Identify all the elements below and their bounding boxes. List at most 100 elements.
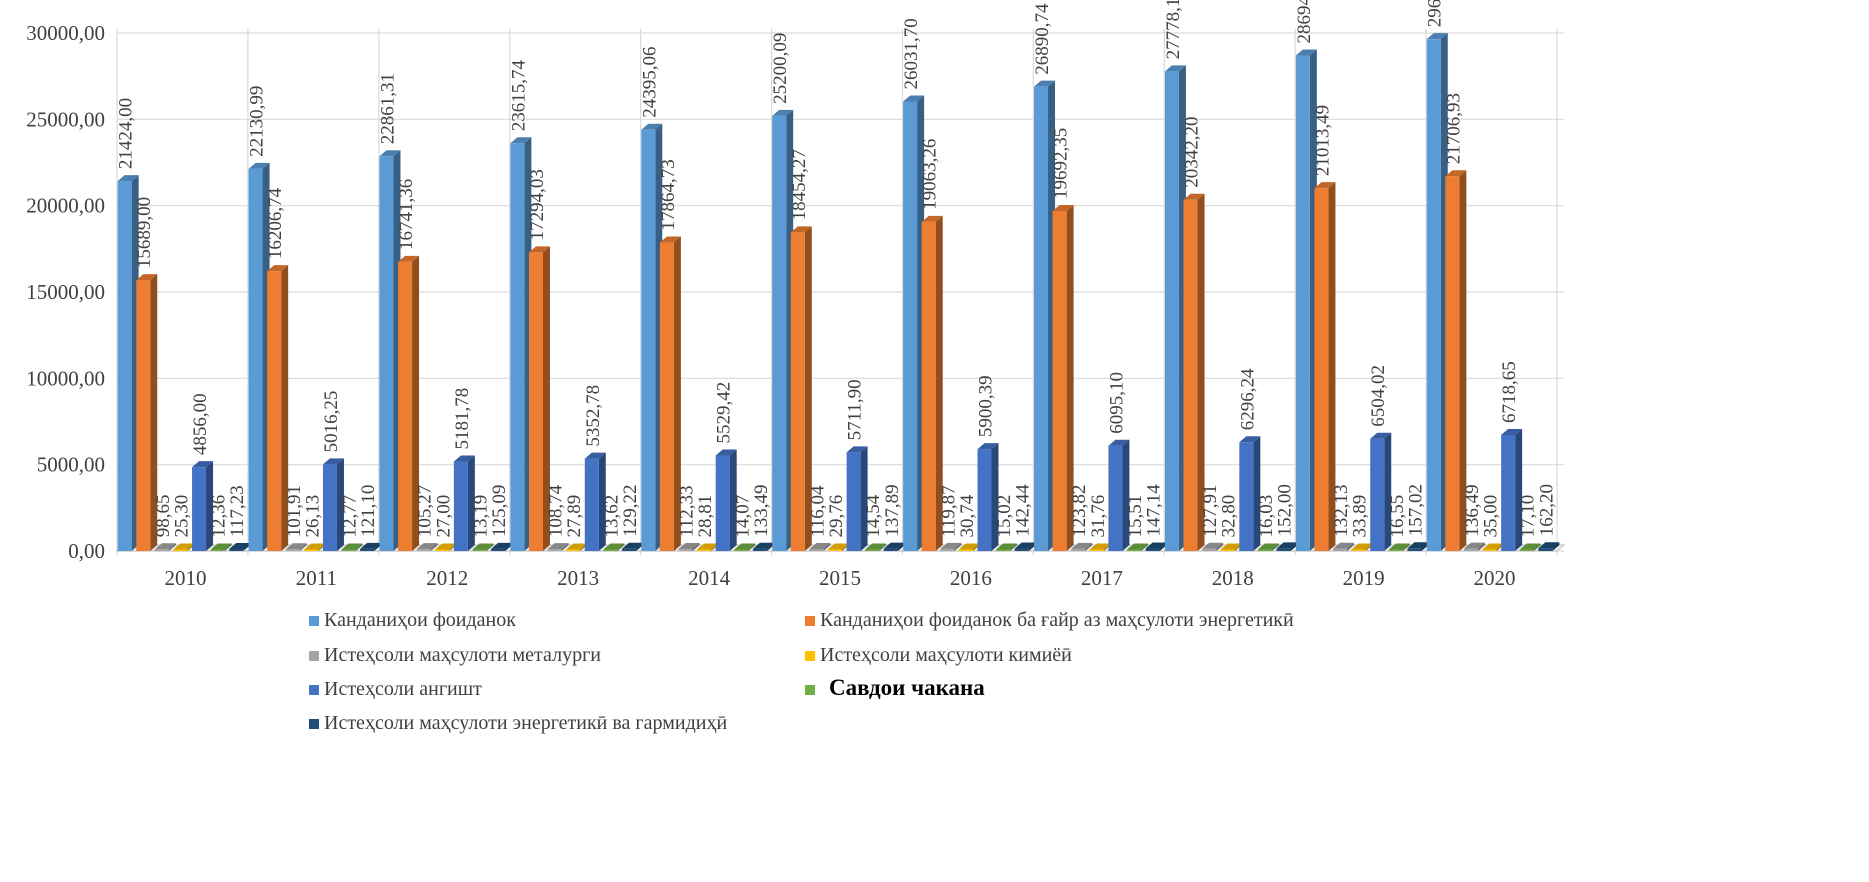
data-label: 119,87 — [938, 485, 959, 537]
bar-side — [1515, 428, 1523, 551]
data-label: 137,89 — [882, 484, 903, 536]
data-label: 18454,27 — [789, 149, 810, 220]
legend-item: Канданиҳои фоиданок ба ғайр аз маҳсулоти… — [805, 609, 1294, 631]
bar-top — [1257, 543, 1279, 550]
bar-top — [1108, 439, 1130, 446]
data-label: 35,00 — [1481, 495, 1502, 538]
legend-label: Истеҳсоли ангишт — [324, 678, 482, 700]
bar — [1482, 549, 1497, 551]
data-label: 26,13 — [302, 495, 323, 538]
data-label: 101,91 — [284, 485, 305, 537]
bar-side — [243, 542, 251, 551]
bar — [1445, 176, 1460, 552]
bar-top — [1333, 542, 1355, 549]
data-label: 136,49 — [1462, 484, 1483, 536]
bar — [1463, 548, 1478, 551]
bar-top — [117, 175, 139, 182]
data-label: 16,03 — [1256, 495, 1277, 538]
category-label: 2010 — [164, 566, 206, 590]
bar-side — [804, 226, 812, 552]
data-label: 117,23 — [227, 485, 248, 537]
y-tick-label: 15000,00 — [26, 280, 105, 304]
bar-top — [285, 543, 307, 550]
data-label: 5181,78 — [452, 388, 473, 450]
bar-top — [322, 458, 344, 465]
bar-top — [1426, 33, 1448, 40]
category-label: 2016 — [950, 566, 992, 590]
bar-top — [958, 543, 980, 550]
bar-side — [1402, 543, 1410, 551]
data-label: 27,89 — [564, 495, 585, 538]
bar — [267, 271, 282, 551]
bar-side — [224, 543, 232, 551]
data-label: 26031,70 — [901, 18, 922, 89]
legend-label: Истеҳсоли маҳсулоти металурги — [324, 644, 601, 666]
bar — [1239, 442, 1254, 551]
bar-top — [921, 215, 943, 222]
bar-top — [547, 543, 569, 550]
bar-side — [168, 543, 176, 551]
legend-swatch — [805, 616, 815, 626]
bar-top — [865, 543, 887, 550]
y-tick-label: 0,00 — [68, 539, 105, 563]
bar-top — [621, 542, 643, 549]
data-label: 4856,00 — [190, 393, 211, 455]
bar — [435, 549, 450, 551]
data-label: 6504,02 — [1368, 365, 1389, 427]
y-tick-label: 25000,00 — [26, 107, 105, 131]
bar-top — [510, 137, 532, 144]
data-label: 29,76 — [826, 495, 847, 538]
category-label: 2015 — [819, 566, 861, 590]
y-tick-label: 10000,00 — [26, 366, 105, 390]
category-label: 2020 — [1474, 566, 1516, 590]
bar — [1501, 434, 1516, 551]
bar-side — [1384, 432, 1392, 551]
category-label: 2019 — [1343, 566, 1385, 590]
data-label: 162,20 — [1536, 484, 1557, 536]
bar-top — [903, 95, 925, 102]
data-label: 28694,82 — [1294, 0, 1315, 44]
data-label: 105,27 — [415, 485, 436, 537]
data-label: 33,89 — [1350, 495, 1371, 538]
bar — [154, 549, 169, 551]
bar-top — [883, 542, 905, 549]
data-label: 5529,42 — [714, 382, 735, 444]
bar-top — [828, 543, 849, 550]
bar-top — [603, 543, 625, 550]
data-label: 12,77 — [340, 495, 361, 538]
bar-top — [1071, 542, 1093, 549]
bar-side — [1122, 439, 1130, 551]
bar — [248, 168, 263, 551]
bar — [958, 549, 973, 551]
data-label: 17864,73 — [658, 159, 679, 230]
bar — [1351, 549, 1366, 551]
bar-side — [1159, 542, 1167, 551]
data-label: 5711,90 — [845, 379, 866, 440]
bar-top — [715, 449, 737, 456]
bar-side — [355, 543, 363, 551]
bar-top — [360, 542, 382, 549]
bar — [210, 549, 225, 551]
bar-top — [1538, 542, 1560, 549]
data-label: 22130,99 — [247, 86, 268, 157]
bar — [790, 232, 805, 552]
bar-side — [486, 543, 494, 551]
bar — [1014, 548, 1029, 551]
bar — [1276, 548, 1291, 551]
bar-top — [940, 542, 962, 549]
data-label: 132,13 — [1331, 484, 1352, 536]
bar-top — [1220, 543, 1242, 550]
bar-side — [1141, 543, 1149, 551]
bar-top — [1295, 49, 1317, 56]
bar-top — [584, 452, 606, 459]
y-tick-label: 5000,00 — [37, 453, 105, 477]
legend-label: Истеҳсоли маҳсулоти энергетикӣ ва гармид… — [324, 712, 727, 734]
bar-top — [453, 455, 475, 462]
bar-top — [416, 543, 438, 550]
data-label: 25200,09 — [770, 33, 791, 104]
bar — [1052, 210, 1067, 551]
bar-side — [1066, 204, 1074, 551]
bar — [192, 467, 207, 551]
legend-label: Канданиҳои фоиданок ба ғайр аз маҳсулоти… — [820, 609, 1294, 631]
